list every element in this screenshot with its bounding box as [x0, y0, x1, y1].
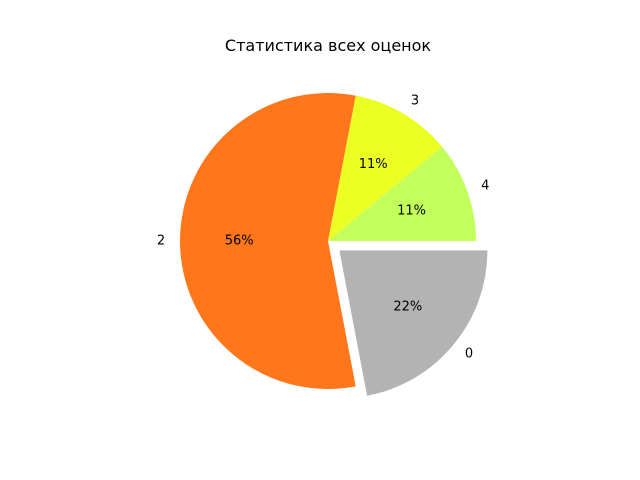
slice-label-2: 2	[157, 234, 165, 249]
pie-labels: 4 11% 3 11% 2 56% 0 22%	[157, 93, 490, 361]
pct-label-0: 22%	[393, 300, 422, 315]
slice-label-4: 4	[481, 178, 489, 193]
chart-title: Статистика всех оценок	[225, 36, 431, 55]
slice-label-0: 0	[465, 347, 473, 362]
pie-slice-2	[179, 92, 356, 390]
pct-label-3: 11%	[359, 157, 388, 172]
pie-slices	[179, 92, 488, 396]
pct-label-2: 56%	[225, 234, 254, 249]
pie-slice-0	[339, 250, 488, 396]
slice-label-3: 3	[411, 93, 419, 108]
pie-slice-4	[328, 146, 476, 241]
pie-slice-3	[328, 95, 443, 241]
pct-label-4: 11%	[397, 203, 426, 218]
